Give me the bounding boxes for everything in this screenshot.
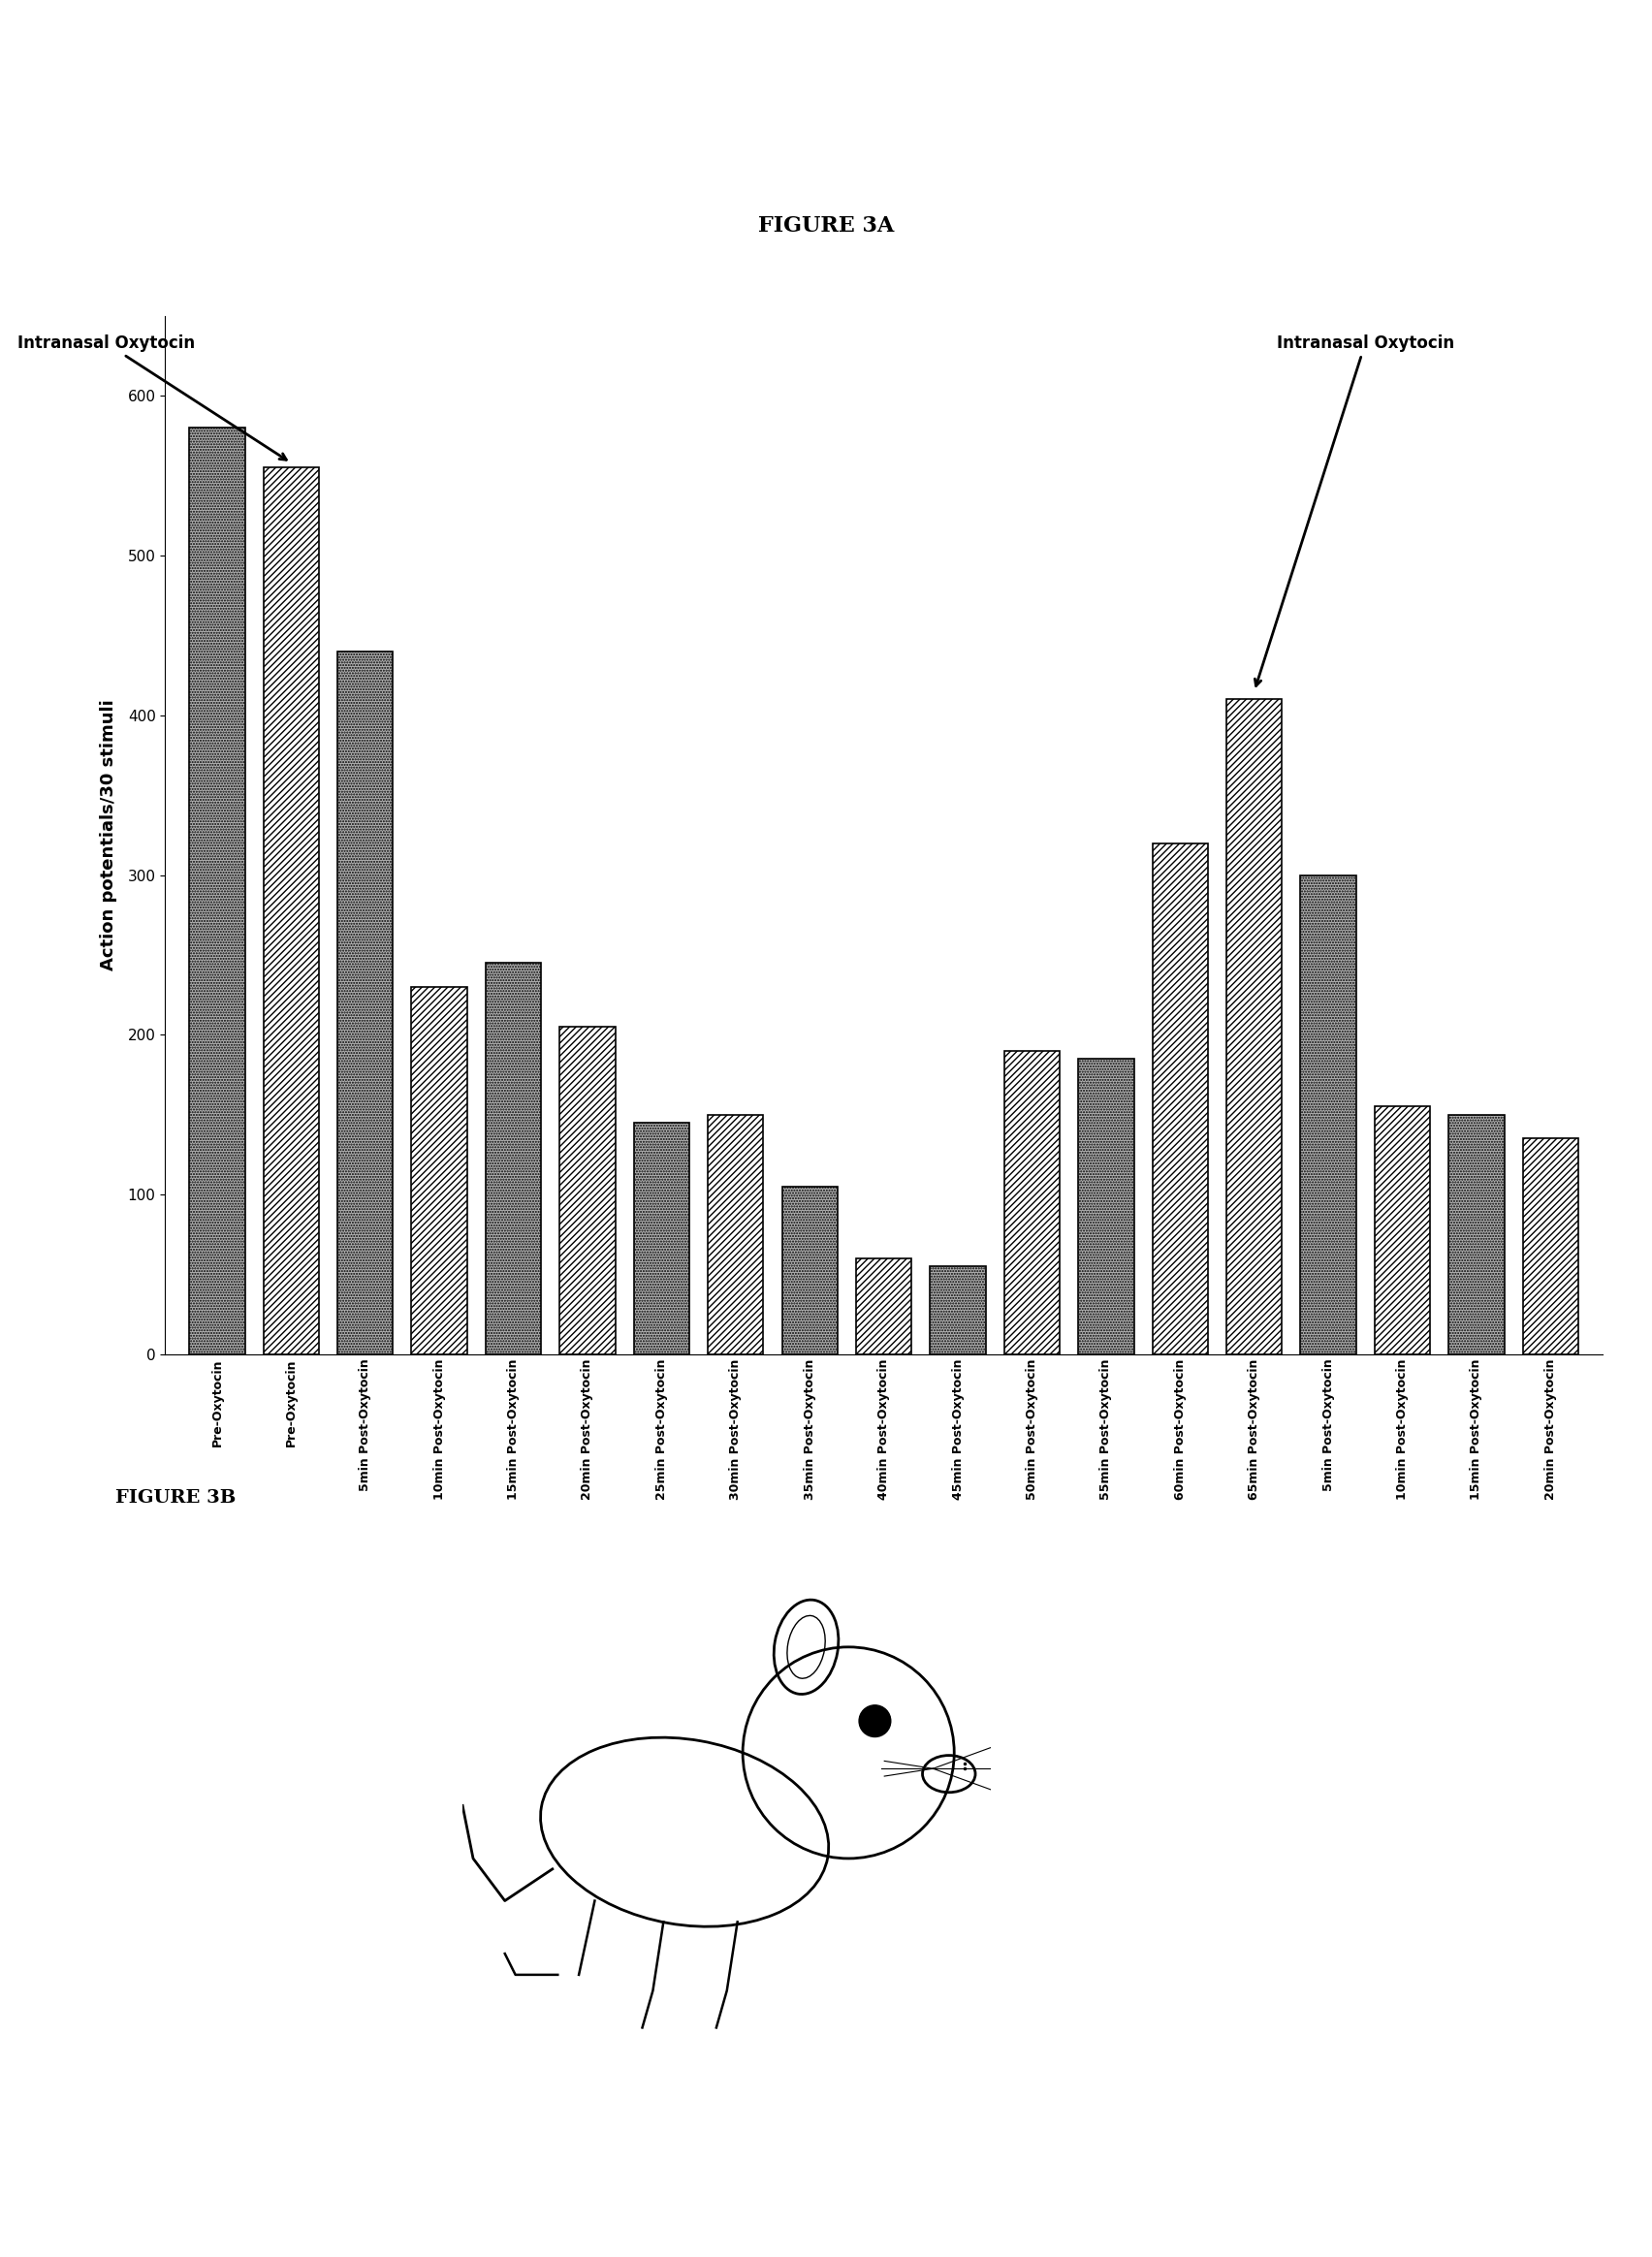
Bar xyxy=(1374,1106,1431,1354)
Text: Intranasal Oxytocin: Intranasal Oxytocin xyxy=(1256,334,1454,686)
Bar xyxy=(856,1259,912,1354)
Text: FIGURE 3A: FIGURE 3A xyxy=(758,217,894,237)
Bar xyxy=(263,467,319,1354)
Bar xyxy=(1449,1115,1505,1354)
Y-axis label: Action potentials/30 stimuli: Action potentials/30 stimuli xyxy=(99,700,117,971)
Bar xyxy=(1153,844,1208,1354)
Bar xyxy=(1300,876,1356,1354)
Bar xyxy=(337,652,393,1354)
Bar xyxy=(634,1122,689,1354)
Bar xyxy=(1079,1059,1133,1354)
Bar xyxy=(707,1115,763,1354)
Text: FIGURE 3B: FIGURE 3B xyxy=(116,1490,236,1508)
Bar xyxy=(1226,700,1282,1354)
Bar xyxy=(930,1266,986,1354)
Circle shape xyxy=(859,1704,890,1738)
Bar xyxy=(411,986,468,1354)
Bar xyxy=(1004,1052,1061,1354)
Bar xyxy=(560,1027,615,1354)
Bar xyxy=(190,429,244,1354)
Bar xyxy=(1523,1138,1578,1354)
Bar xyxy=(486,964,542,1354)
Bar xyxy=(781,1187,838,1354)
Text: Intranasal Oxytocin: Intranasal Oxytocin xyxy=(17,334,286,460)
